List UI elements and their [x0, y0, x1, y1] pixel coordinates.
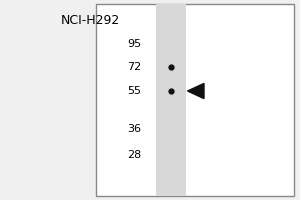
Bar — [156, 4, 186, 196]
Text: 28: 28 — [127, 150, 141, 160]
Text: NCI-H292: NCI-H292 — [60, 14, 120, 27]
Text: 72: 72 — [127, 62, 141, 72]
FancyBboxPatch shape — [96, 4, 294, 196]
Polygon shape — [188, 83, 204, 99]
Text: 55: 55 — [127, 86, 141, 96]
Text: 36: 36 — [127, 124, 141, 134]
Text: 95: 95 — [127, 39, 141, 49]
